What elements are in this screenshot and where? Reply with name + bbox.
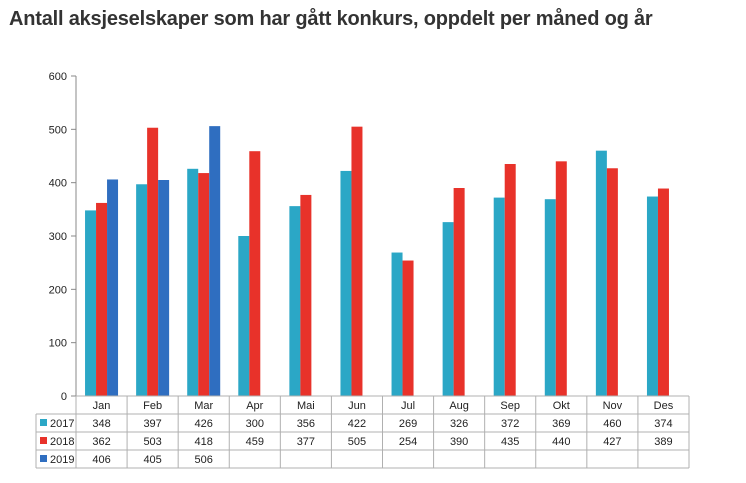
x-tick-label: Mar (194, 400, 213, 412)
data-label-2017-aug: 326 (450, 418, 468, 430)
bar-2017-mar (187, 168, 199, 396)
bar-2017-sep (493, 197, 505, 396)
bar-2017-aug (442, 222, 454, 396)
bar-2017-apr (238, 236, 250, 396)
x-tick-label: Jul (401, 400, 415, 412)
x-tick-label: Okt (553, 400, 570, 412)
legend-label-2018: 2018 (50, 436, 74, 448)
bar-2018-jan (96, 202, 108, 396)
bar-2018-apr (249, 151, 261, 396)
y-tick-label: 0 (61, 391, 67, 403)
data-label-2018-aug: 390 (450, 436, 468, 448)
chart-title: Antall aksjeselskaper som har gått konku… (9, 8, 653, 30)
y-tick-label: 400 (49, 178, 67, 190)
bar-2018-des (657, 188, 669, 396)
data-label-2018-nov: 427 (603, 436, 621, 448)
data-label-2018-jul: 254 (399, 436, 417, 448)
data-label-2018-mai: 377 (297, 436, 315, 448)
data-label-2017-jun: 422 (348, 418, 366, 430)
x-tick-label: Apr (246, 400, 263, 412)
data-label-2018-jan: 362 (92, 436, 110, 448)
x-tick-label: Jan (93, 400, 111, 412)
bar-2017-nov (595, 150, 607, 396)
data-label-2017-des: 374 (654, 418, 672, 430)
bar-2017-jun (340, 170, 352, 396)
data-label-2018-jun: 505 (348, 436, 366, 448)
data-label-2017-apr: 300 (246, 418, 264, 430)
data-label-2017-jul: 269 (399, 418, 417, 430)
legend-key-2019 (40, 455, 47, 462)
data-label-2017-okt: 369 (552, 418, 570, 430)
bar-2018-mar (198, 173, 210, 396)
bar-2018-nov (606, 168, 618, 396)
bar-2018-mai (300, 194, 312, 396)
x-tick-label: Feb (143, 400, 162, 412)
bar-2017-mai (289, 206, 301, 396)
data-label-2017-nov: 460 (603, 418, 621, 430)
legend-key-2018 (40, 437, 47, 444)
bar-2018-aug (453, 188, 465, 396)
data-label-2018-mar: 418 (195, 436, 213, 448)
data-label-2017-mar: 426 (195, 418, 213, 430)
data-label-2017-jan: 348 (92, 418, 110, 430)
y-tick-label: 500 (49, 124, 67, 136)
y-tick-label: 100 (49, 338, 67, 350)
data-label-2017-mai: 356 (297, 418, 315, 430)
legend-key-2017 (40, 419, 47, 426)
bar-2019-feb (158, 180, 170, 396)
data-label-2018-okt: 440 (552, 436, 570, 448)
bar-2018-feb (147, 127, 159, 396)
x-tick-label: Jun (348, 400, 366, 412)
bar-2018-jun (351, 126, 363, 397)
y-tick-label: 200 (49, 284, 67, 296)
x-tick-label: Mai (297, 400, 315, 412)
bar-2017-okt (544, 199, 556, 396)
bar-2018-jul (402, 260, 414, 396)
x-tick-label: Sep (500, 400, 520, 412)
bar-2019-jan (107, 179, 119, 396)
x-tick-label: Des (654, 400, 674, 412)
data-label-2019-jan: 406 (92, 454, 110, 466)
data-label-2017-feb: 397 (143, 418, 161, 430)
data-label-2019-mar: 506 (195, 454, 213, 466)
data-label-2019-feb: 405 (143, 454, 161, 466)
legend-label-2017: 2017 (50, 418, 74, 430)
legend-label-2019: 2019 (50, 454, 74, 466)
y-tick-label: 600 (49, 71, 67, 83)
bar-2017-feb (136, 184, 148, 396)
bar-2017-jul (391, 252, 403, 396)
data-label-2018-sep: 435 (501, 436, 519, 448)
data-label-2018-des: 389 (654, 436, 672, 448)
data-label-2018-apr: 459 (246, 436, 264, 448)
bar-2018-sep (504, 164, 516, 396)
bar-2017-jan (85, 210, 97, 396)
data-label-2018-feb: 503 (143, 436, 161, 448)
y-tick-label: 300 (49, 231, 67, 243)
x-tick-label: Nov (603, 400, 623, 412)
bar-2017-des (646, 196, 658, 396)
bar-2018-okt (555, 161, 567, 396)
bar-2019-mar (209, 126, 221, 396)
x-tick-label: Aug (449, 400, 469, 412)
data-label-2017-sep: 372 (501, 418, 519, 430)
